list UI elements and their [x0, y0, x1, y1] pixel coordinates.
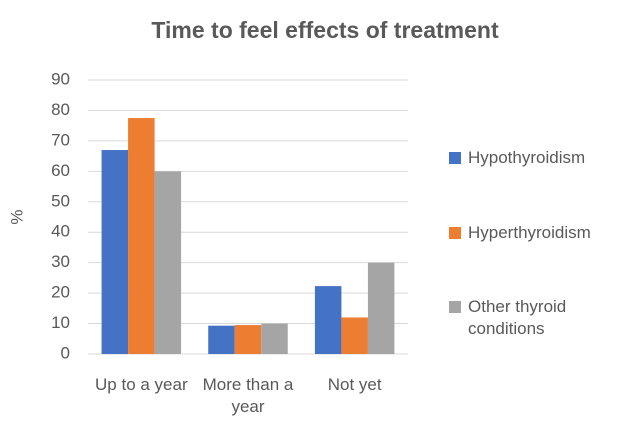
bar: [101, 150, 129, 354]
y-tick-label: 10: [51, 313, 70, 332]
bar: [367, 262, 395, 354]
y-tick-label: 90: [51, 69, 70, 88]
y-tick-label: 40: [51, 222, 70, 241]
bar: [208, 325, 235, 354]
legend-label: Hyperthyroidism: [468, 223, 591, 242]
legend-label: Hypothyroidism: [468, 148, 586, 167]
y-axis-label: %: [7, 209, 26, 224]
x-tick-label: Not yet: [327, 375, 382, 394]
chart-title: Time to feel effects of treatment: [151, 17, 499, 43]
y-tick-label: 60: [51, 161, 70, 180]
y-tick-label: 50: [51, 191, 70, 210]
x-tick-label: Up to a year: [95, 375, 188, 394]
bar: [128, 118, 155, 354]
legend-swatch: [449, 227, 461, 239]
y-tick-label: 20: [51, 283, 70, 302]
bar: [234, 325, 262, 354]
legend-label: Other thyroid conditions: [468, 297, 567, 338]
y-tick-label: 70: [51, 130, 70, 149]
y-tick-label: 80: [51, 100, 70, 119]
y-tick-label: 0: [61, 343, 70, 362]
bar: [314, 286, 342, 354]
legend-swatch: [449, 301, 461, 313]
bar: [154, 171, 182, 354]
y-tick-label: 30: [51, 252, 70, 271]
legend-swatch: [449, 152, 461, 164]
bar: [261, 323, 288, 354]
bar: [341, 317, 368, 354]
x-tick-label: More than a year: [202, 375, 294, 416]
